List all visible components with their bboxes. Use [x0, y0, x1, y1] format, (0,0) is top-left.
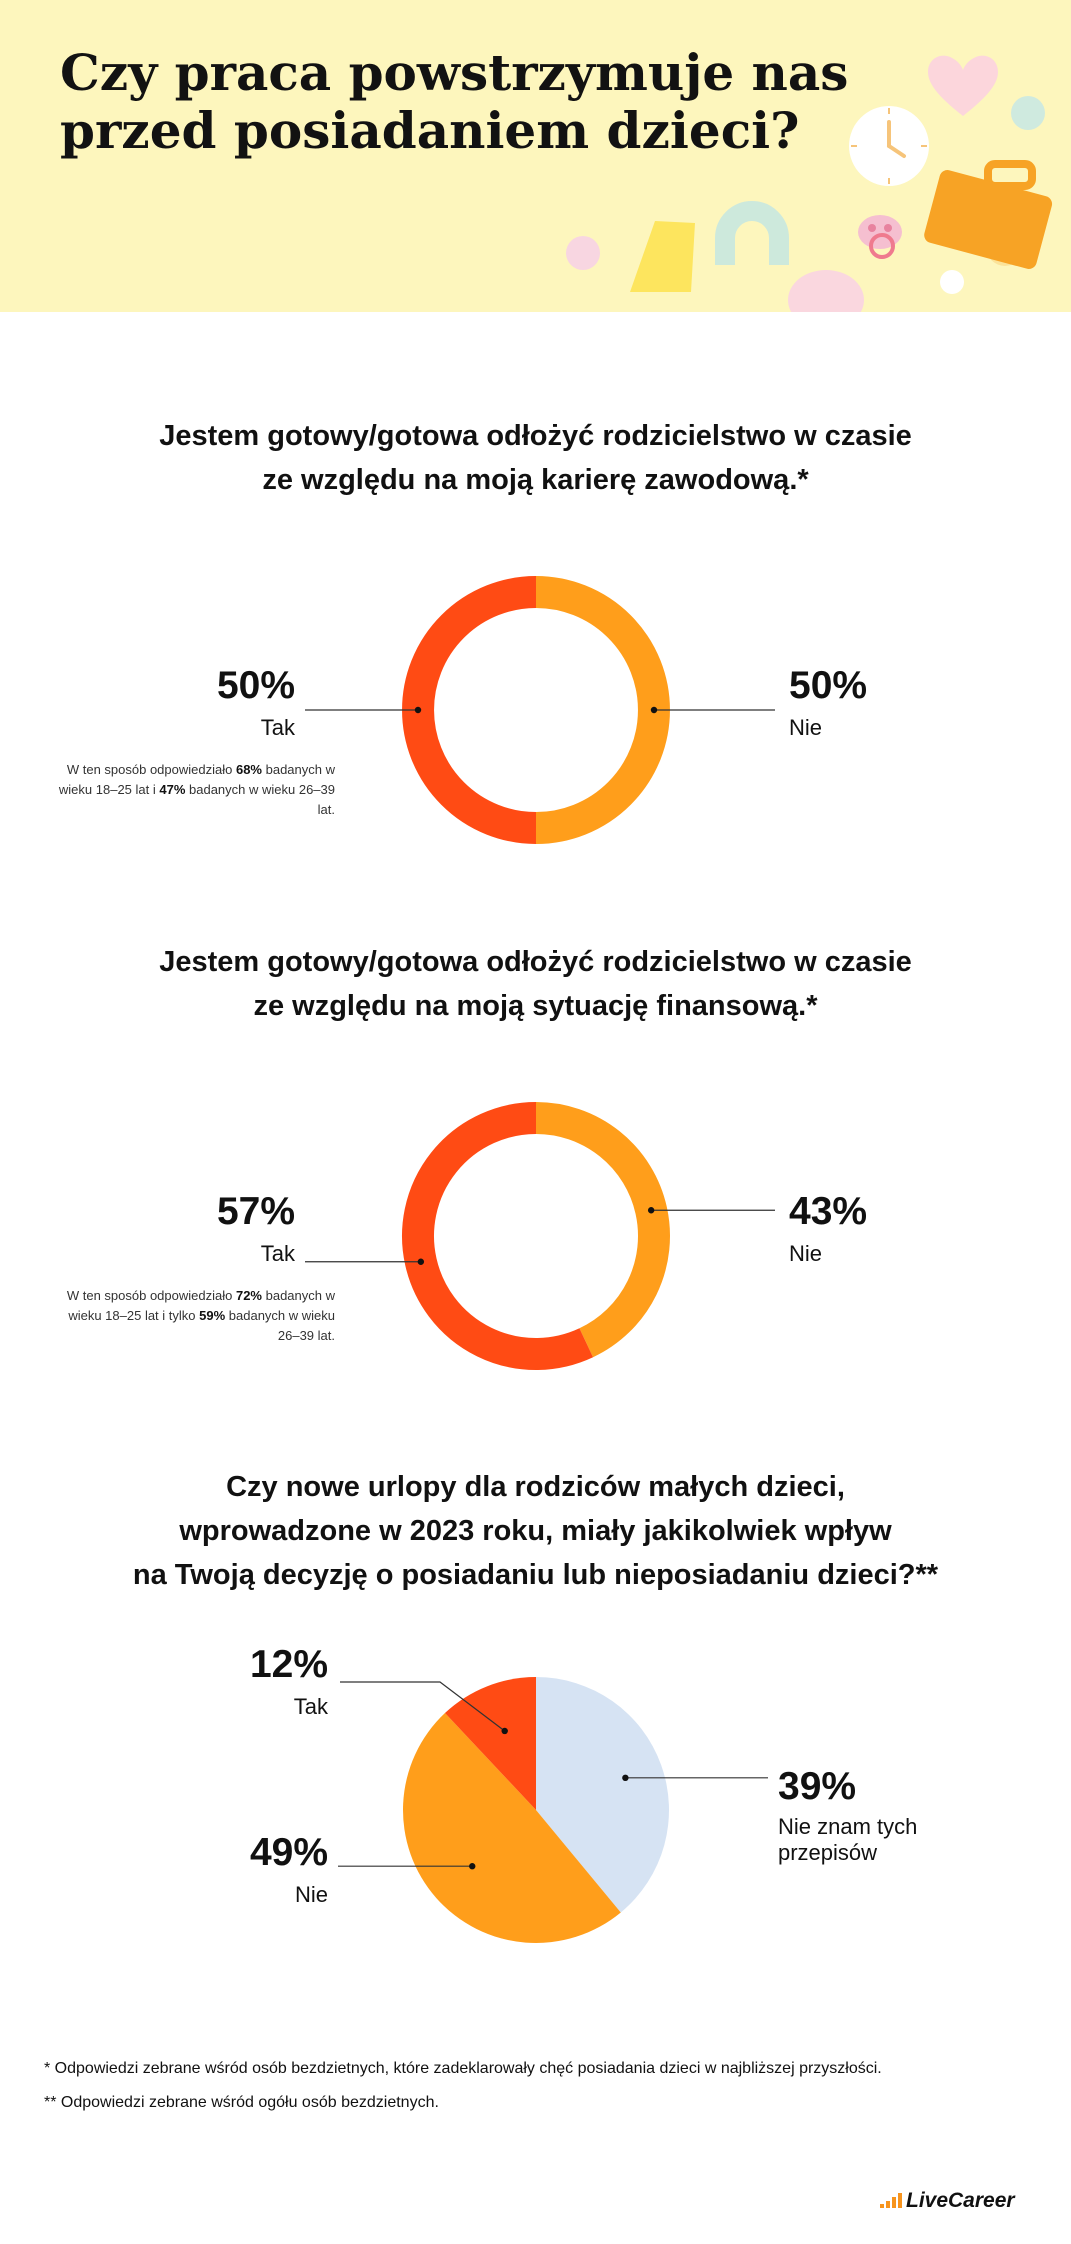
- mint-dot-icon: [1011, 96, 1045, 130]
- chart-3-leader-tak-dot: [501, 1727, 508, 1735]
- page-title-line-2: przed posiadaniem dzieci?: [60, 101, 800, 160]
- logo-bars-icon: [880, 2193, 902, 2208]
- chart-2-title-line-2: ze względu na moją sytuację finansową.*: [253, 990, 818, 1022]
- chart-3-leader-tak: [340, 1681, 506, 1732]
- chart-2-leader-tak-dot: [417, 1258, 425, 1265]
- footnote-1: * Odpowiedzi zebrane wśród osób bezdziet…: [44, 2060, 882, 2077]
- chart-1-note: W ten sposób odpowiedziało 68% badanych …: [58, 762, 335, 817]
- chart-3-tak-label: Tak: [293, 1694, 328, 1719]
- chart-2-slice-tak: [402, 1102, 594, 1370]
- decorative-illustrations: [566, 55, 1053, 312]
- header-banner: Czy praca powstrzymuje nas przed posiada…: [0, 0, 1071, 312]
- chart-1-donut: [305, 576, 775, 844]
- chart-1-slice-tak: [402, 576, 537, 844]
- chart-1-title-line-2: ze względu na moją karierę zawodową.*: [262, 464, 809, 496]
- chart-3-slice-tak: [444, 1677, 536, 1810]
- chart-3-title-line-1: Czy nowe urlopy dla rodziców małych dzie…: [226, 1471, 845, 1503]
- chart-3-slice-nie: [402, 1713, 621, 1944]
- chart-3-nie-znam-percent: 39%: [778, 1765, 857, 1808]
- chart-3-title: Czy nowe urlopy dla rodziców małych dzie…: [0, 1465, 1071, 1597]
- logo-text: LiveCareer: [906, 2189, 1015, 2212]
- chart-1-tak-label: Tak: [260, 715, 295, 740]
- chart-3-leader-nie-dot: [469, 1863, 476, 1870]
- chart-2-title: Jestem gotowy/gotowa odłożyć rodzicielst…: [0, 940, 1071, 1028]
- chart-2-nie-percent: 43%: [789, 1190, 868, 1233]
- footnote-2: ** Odpowiedzi zebrane wśród ogółu osób b…: [44, 2094, 439, 2111]
- chart-3-leader-nie-znam-dot: [622, 1774, 629, 1782]
- chart-2-nie-label: Nie: [789, 1241, 823, 1266]
- trapezoid-icon: [630, 221, 695, 292]
- clock-icon: [849, 106, 929, 186]
- arch-icon: [715, 201, 789, 265]
- pink-dot-icon: [566, 236, 600, 270]
- chart-2-title-line-1: Jestem gotowy/gotowa odłożyć rodzicielst…: [159, 946, 912, 978]
- chart-2-note: W ten sposób odpowiedziało 72% badanych …: [66, 1288, 335, 1343]
- chart-1-title-line-1: Jestem gotowy/gotowa odłożyć rodzicielst…: [159, 420, 912, 452]
- pink-blob-icon: [788, 270, 864, 312]
- chart-1-nie-label: Nie: [789, 715, 823, 740]
- white-dot-icon: [940, 270, 964, 294]
- chart-2-tak-label: Tak: [260, 1241, 295, 1266]
- chart-3-nie-znam-label: Nie znam tych przepisów: [778, 1814, 918, 1865]
- chart-3-nie-label: Nie: [294, 1882, 328, 1907]
- chart-2-slice-nie: [535, 1102, 670, 1358]
- chart-1-title: Jestem gotowy/gotowa odłożyć rodzicielst…: [0, 414, 1071, 502]
- livecareer-logo: LiveCareer: [880, 2186, 1040, 2216]
- chart-3-title-line-2: wprowadzone w 2023 roku, miały jakikolwi…: [179, 1515, 892, 1547]
- chart-2-donut: [305, 1102, 775, 1370]
- chart-2-leader-nie-dot: [647, 1207, 655, 1214]
- chart-3-title-line-3: na Twoją decyzję o posiadaniu lub niepos…: [132, 1559, 939, 1591]
- briefcase-icon: [924, 160, 1053, 269]
- chart-3-nie-percent: 49%: [249, 1831, 328, 1874]
- chart-3-tak-percent: 12%: [249, 1643, 328, 1686]
- chart-2-tak-percent: 57%: [216, 1190, 295, 1233]
- chart-1-leader-nie-dot: [650, 706, 658, 714]
- chart-1-tak-percent: 50%: [216, 664, 295, 707]
- page-title-line-1: Czy praca powstrzymuje nas: [60, 43, 849, 102]
- chart-1-leader-tak-dot: [414, 706, 422, 714]
- chart-1-nie-percent: 50%: [789, 664, 868, 707]
- chart-3-slice-nie-znam: [536, 1677, 670, 1913]
- pacifier-icon: [858, 215, 902, 259]
- chart-3-pie: [338, 1677, 768, 1944]
- page-title: Czy praca powstrzymuje nas przed posiada…: [60, 44, 860, 160]
- heart-icon: [928, 55, 998, 116]
- chart-1-slice-nie: [535, 576, 670, 844]
